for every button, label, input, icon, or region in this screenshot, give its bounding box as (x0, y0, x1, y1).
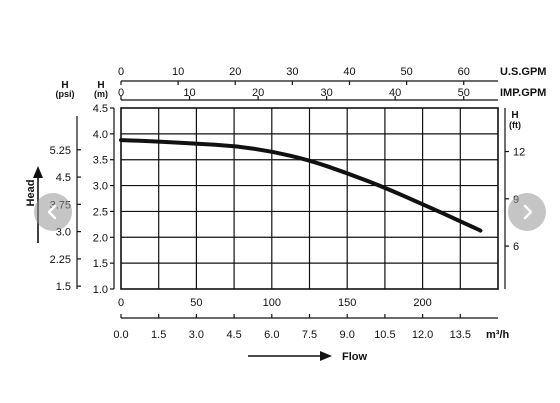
m3h-tick-label: 13.5 (450, 329, 471, 341)
imp-gpm-tick-label: 50 (458, 87, 470, 99)
head-ft-tick-label: 6 (513, 241, 519, 253)
head-axis-label: Head (25, 180, 37, 207)
head-psi-tick-label: 1.5 (56, 281, 71, 293)
m3h-tick-label: 9.0 (340, 329, 355, 341)
head-psi-tick-label: 4.5 (56, 172, 71, 184)
imp-gpm-tick-label: 0 (118, 87, 124, 99)
us-gpm-tick-label: 60 (458, 66, 470, 78)
carousel-next-button[interactable] (508, 193, 546, 231)
head-m-tick-label: 2.5 (93, 206, 108, 218)
us-gpm-tick-label: 30 (286, 66, 298, 78)
m3h-tick-label: 7.5 (302, 329, 317, 341)
us-gpm-tick-label: 40 (343, 66, 355, 78)
m3h-tick-label: 1.5 (151, 329, 166, 341)
head-psi-tick-label: 2.25 (50, 254, 71, 266)
head-m-tick-label: 3.5 (93, 155, 108, 167)
head-psi-unit: (psi) (56, 89, 75, 99)
m3h-tick-label: 4.5 (226, 329, 241, 341)
m3h-unit-label: m³/h (486, 329, 510, 341)
head-ft-tick-label: 12 (513, 147, 525, 159)
flow-tick-label: 200 (413, 297, 431, 309)
flow-tick-label: 100 (263, 297, 281, 309)
chevron-right-icon (523, 204, 533, 220)
head-m-tick-label: 2.0 (93, 232, 108, 244)
head-arrow-head (33, 166, 43, 178)
imp-gpm-tick-label: 20 (252, 87, 264, 99)
us-gpm-tick-label: 0 (118, 66, 124, 78)
flow-axis-label: Flow (342, 351, 367, 363)
carousel-prev-button[interactable] (34, 193, 72, 231)
pump-curve-line (119, 138, 483, 233)
chevron-left-icon (47, 204, 57, 220)
us-gpm-tick-label: 50 (400, 66, 412, 78)
head-m-tick-label: 4.0 (93, 129, 108, 141)
m3h-tick-label: 0.0 (113, 329, 128, 341)
head-m-tick-label: 1.0 (93, 284, 108, 296)
head-ft-unit: (ft) (509, 120, 521, 130)
m3h-tick-label: 12.0 (412, 329, 433, 341)
head-ft-unit-h: H (511, 110, 518, 121)
m3h-tick-label: 6.0 (264, 329, 279, 341)
us-gpm-unit-label: U.S.GPM (500, 66, 546, 78)
head-psi-unit-h: H (61, 80, 68, 91)
head-m-unit: (m) (94, 89, 108, 99)
imp-gpm-tick-label: 10 (183, 87, 195, 99)
imp-gpm-tick-label: 40 (389, 87, 401, 99)
head-m-tick-label: 3.0 (93, 181, 108, 193)
imp-gpm-unit-label: IMP.GPM (500, 87, 546, 99)
m3h-tick-label: 10.5 (374, 329, 395, 341)
us-gpm-tick-label: 10 (172, 66, 184, 78)
imp-gpm-tick-label: 30 (321, 87, 333, 99)
head-m-tick-label: 1.5 (93, 258, 108, 270)
head-psi-tick-label: 5.25 (50, 145, 71, 157)
us-gpm-tick-label: 20 (229, 66, 241, 78)
head-m-unit-h: H (97, 80, 104, 91)
flow-tick-label: 0 (118, 297, 124, 309)
plot-frame (120, 107, 499, 290)
flow-tick-label: 50 (190, 297, 202, 309)
head-m-tick-label: 4.5 (93, 103, 108, 115)
flow-tick-label: 150 (338, 297, 356, 309)
flow-arrow-head (320, 351, 332, 361)
m3h-tick-label: 3.0 (189, 329, 204, 341)
